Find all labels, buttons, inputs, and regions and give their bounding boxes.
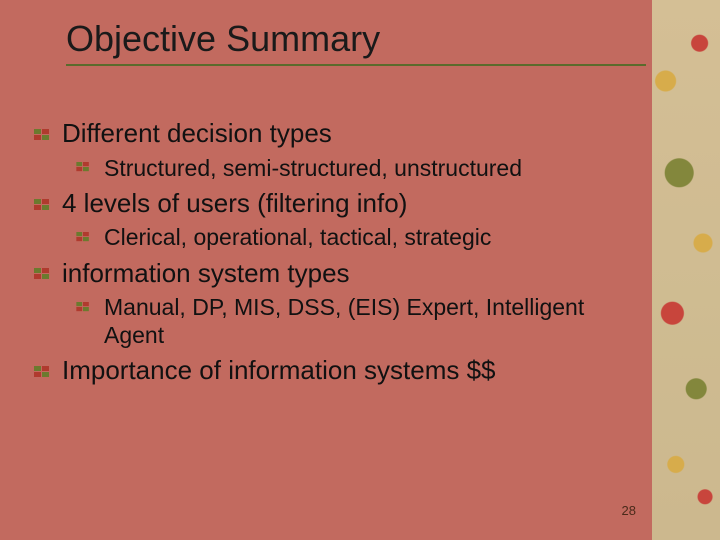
- list-item: 4 levels of users (filtering info) Cleri…: [34, 188, 602, 252]
- page-number: 28: [622, 503, 636, 518]
- list-item: Clerical, operational, tactical, strateg…: [76, 223, 602, 251]
- bullet-icon: [76, 232, 90, 242]
- bullet-icon: [34, 366, 50, 378]
- bullet-list-lvl1: Different decision types Structured, sem…: [34, 118, 692, 387]
- list-item: Importance of information systems $$: [34, 355, 602, 387]
- list-item: information system types Manual, DP, MIS…: [34, 258, 602, 350]
- bullet-icon: [76, 162, 90, 172]
- page-title: Objective Summary: [66, 18, 602, 60]
- list-item: Structured, semi-structured, unstructure…: [76, 154, 602, 182]
- list-item-text: 4 levels of users (filtering info): [62, 188, 407, 218]
- bullet-list-lvl2: Clerical, operational, tactical, strateg…: [62, 223, 602, 251]
- bullet-list-lvl2: Structured, semi-structured, unstructure…: [62, 154, 602, 182]
- list-item-text: information system types: [62, 258, 350, 288]
- list-item-text: Manual, DP, MIS, DSS, (EIS) Expert, Inte…: [104, 294, 584, 348]
- bullet-icon: [76, 302, 90, 312]
- list-item-text: Clerical, operational, tactical, strateg…: [104, 224, 491, 250]
- list-item: Manual, DP, MIS, DSS, (EIS) Expert, Inte…: [76, 293, 602, 349]
- bullet-icon: [34, 199, 50, 211]
- list-item-text: Different decision types: [62, 118, 332, 148]
- bullet-list-lvl2: Manual, DP, MIS, DSS, (EIS) Expert, Inte…: [62, 293, 602, 349]
- list-item-text: Structured, semi-structured, unstructure…: [104, 155, 522, 181]
- list-item: Different decision types Structured, sem…: [34, 118, 602, 182]
- slide: Objective Summary Different decision typ…: [0, 0, 720, 540]
- list-item-text: Importance of information systems $$: [62, 355, 496, 385]
- decorative-strip: [652, 0, 720, 540]
- title-area: Objective Summary: [66, 18, 602, 66]
- bullet-icon: [34, 268, 50, 280]
- bullet-icon: [34, 129, 50, 141]
- title-underline: [66, 64, 646, 66]
